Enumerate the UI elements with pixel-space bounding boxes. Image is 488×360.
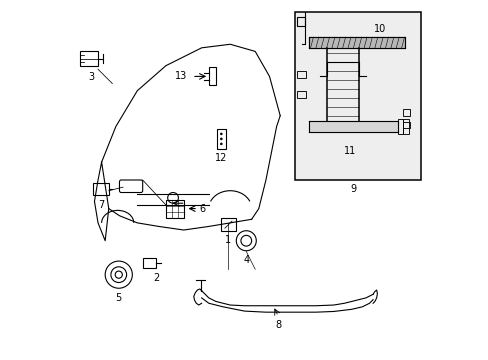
Text: 7: 7	[98, 201, 104, 210]
Text: 3: 3	[88, 72, 94, 82]
Text: 6: 6	[200, 203, 205, 213]
Text: 10: 10	[373, 23, 386, 33]
Text: 9: 9	[350, 184, 356, 194]
Text: 2: 2	[153, 273, 159, 283]
Circle shape	[220, 133, 222, 135]
Text: 5: 5	[115, 293, 122, 303]
Text: 8: 8	[275, 320, 281, 330]
Text: 4: 4	[243, 255, 249, 265]
Text: 13: 13	[175, 71, 187, 81]
Text: 11: 11	[343, 146, 355, 156]
Circle shape	[220, 138, 222, 140]
Text: 12: 12	[215, 153, 227, 163]
Circle shape	[220, 143, 222, 145]
Text: 1: 1	[225, 235, 231, 246]
FancyBboxPatch shape	[294, 12, 421, 180]
